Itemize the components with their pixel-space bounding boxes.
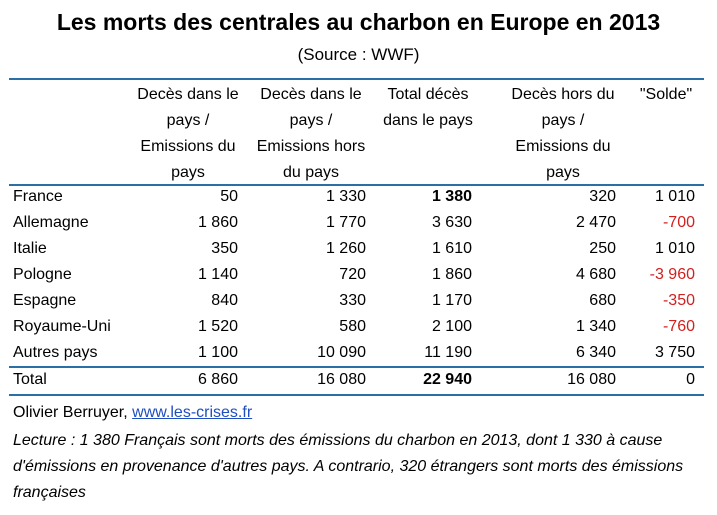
header-line: du pays — [282, 164, 340, 181]
cell-value: 3 630 — [431, 214, 472, 231]
cell-value: 840 — [211, 292, 238, 309]
total-row: Total 6 860 16 080 22 940 16 080 0 — [0, 367, 717, 393]
author-credit: Olivier Berruyer, www.les-crises.fr — [13, 400, 252, 426]
cell-value: 1 860 — [431, 266, 472, 283]
cell-value: 580 — [339, 318, 366, 335]
header-deces-pays-emissions-pays: Decès dans le pays / Emissions du pays — [128, 82, 248, 186]
cell-value: 1 330 — [325, 188, 366, 205]
cell-value: 330 — [339, 292, 366, 309]
cell-value: 350 — [211, 240, 238, 257]
header-deces-pays-emissions-hors: Decès dans le pays / Emissions hors du p… — [246, 82, 376, 186]
header-line: Total décès — [387, 86, 469, 103]
table-row: Italie 350 1 260 1 610 250 1 010 — [0, 236, 717, 262]
cell-value: 2 470 — [575, 214, 616, 231]
table-row: Autres pays 1 100 10 090 11 190 6 340 3 … — [0, 340, 717, 366]
cell-value: 250 — [589, 240, 616, 257]
reading-note: Lecture : 1 380 Français sont morts des … — [13, 432, 684, 501]
header-line: pays / — [541, 112, 585, 129]
cell-value: -760 — [662, 318, 695, 335]
header-line: Emissions du — [515, 138, 611, 155]
header-line: "Solde" — [639, 86, 693, 103]
header-line: Emissions du — [140, 138, 236, 155]
author-name: Olivier Berruyer, — [13, 404, 133, 421]
table-row: France 50 1 330 1 380 320 1 010 — [0, 184, 717, 210]
cell-value: 720 — [339, 266, 366, 283]
cell-value: 1 860 — [197, 214, 238, 231]
header-line: pays — [171, 164, 205, 181]
cell-value: 1 170 — [431, 292, 472, 309]
header-total-deces: Total décès dans le pays — [372, 82, 484, 134]
header-line: Decès dans le — [260, 86, 362, 103]
cell-value: 16 080 — [317, 371, 366, 388]
total-top-rule — [9, 366, 704, 368]
cell-value: 2 100 — [431, 318, 472, 335]
cell-value: -3 960 — [649, 266, 695, 283]
header-bottom-rule — [9, 184, 704, 186]
cell-value: 680 — [589, 292, 616, 309]
table-top-rule — [9, 78, 704, 80]
table-row: Allemagne 1 860 1 770 3 630 2 470 -700 — [0, 210, 717, 236]
header-line: pays — [546, 164, 580, 181]
cell-value: 1 610 — [431, 240, 472, 257]
cell-value: 6 860 — [197, 371, 238, 388]
table-row: Royaume-Uni 1 520 580 2 100 1 340 -760 — [0, 314, 717, 340]
row-label: Autres pays — [13, 344, 98, 361]
cell-value: 16 080 — [567, 371, 616, 388]
row-label: France — [13, 188, 63, 205]
row-label: Allemagne — [13, 214, 89, 231]
cell-value: 10 090 — [317, 344, 366, 361]
cell-value: 1 520 — [197, 318, 238, 335]
cell-value: 0 — [686, 371, 695, 388]
page-title: Les morts des centrales au charbon en Eu… — [56, 9, 661, 35]
header-line: pays / — [289, 112, 333, 129]
cell-value: 1 010 — [654, 188, 695, 205]
cell-value: 11 190 — [424, 344, 472, 361]
header-line: Decès dans le — [137, 86, 239, 103]
header-line: pays / — [166, 112, 210, 129]
cell-value: -700 — [662, 214, 695, 231]
source-subtitle: (Source : WWF) — [297, 45, 420, 64]
cell-value: 1 010 — [654, 240, 695, 257]
source-link[interactable]: www.les-crises.fr — [132, 404, 253, 421]
header-solde: "Solde" — [626, 82, 706, 108]
row-label: Espagne — [13, 292, 77, 309]
cell-value: 1 140 — [197, 266, 238, 283]
cell-value: 22 940 — [423, 371, 472, 388]
header-deces-hors-pays: Decès hors du pays / Emissions du pays — [500, 82, 626, 186]
table-row: Pologne 1 140 720 1 860 4 680 -3 960 — [0, 262, 717, 288]
row-label: Total — [13, 371, 47, 388]
cell-value: 1 380 — [431, 188, 472, 205]
row-label: Pologne — [13, 266, 72, 283]
row-label: Royaume-Uni — [13, 318, 111, 335]
cell-value: 1 770 — [325, 214, 366, 231]
cell-value: 6 340 — [575, 344, 616, 361]
cell-value: 1 340 — [575, 318, 616, 335]
cell-value: 50 — [220, 188, 238, 205]
cell-value: 1 100 — [197, 344, 238, 361]
cell-value: 1 260 — [325, 240, 366, 257]
table-row: Espagne 840 330 1 170 680 -350 — [0, 288, 717, 314]
cell-value: -350 — [662, 292, 695, 309]
header-line: dans le pays — [383, 112, 473, 129]
cell-value: 3 750 — [654, 344, 695, 361]
header-line: Emissions hors — [256, 138, 366, 155]
row-label: Italie — [13, 240, 47, 257]
cell-value: 320 — [589, 188, 616, 205]
cell-value: 4 680 — [575, 266, 616, 283]
header-line: Decès hors du — [511, 86, 615, 103]
table-bottom-rule — [9, 394, 704, 396]
